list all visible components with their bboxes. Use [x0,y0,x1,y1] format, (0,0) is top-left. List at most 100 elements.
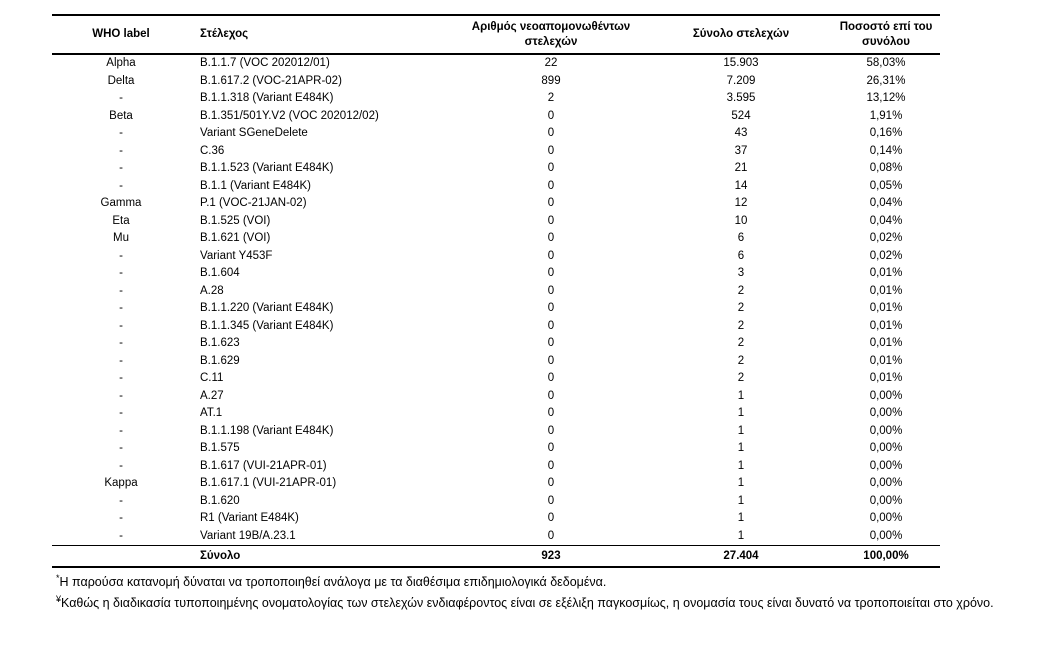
cell-total_strains: 1 [737,424,745,437]
cell-strain: B.1.620 [200,494,240,507]
cell-strain: A.27 [200,389,224,402]
cell-total_strains: 6 [737,232,745,244]
cell-who_label: - [119,494,123,507]
cell-strain: B.1.621 (VOI) [200,232,271,244]
cell-total_strains: 2 [737,372,745,384]
cell-new_isolates: 0 [547,424,555,437]
cell-who_label: - [119,302,123,314]
cell-percent_of_total: 13,12% [866,92,906,104]
cell-total_strains: 12 [734,197,748,209]
table-row: - B.1.1.198 (Variant E484K) 0 1 0,00% [52,423,940,441]
cell-total_strains: 1 [737,459,745,472]
cell-new_isolates: 899 [541,74,561,87]
cell-total_strains: 524 [731,109,751,122]
table-header: WHO label Στέλεχος Αριθμός νεοαπομονωθέντω… [52,15,940,55]
cell-total_strains: 3.595 [726,92,756,104]
cell-percent_of_total: 0,08% [869,162,903,174]
cell-percent_of_total: 0,01% [869,302,903,314]
cell-strain: B.1.629 [200,354,240,367]
cell-percent_of_total: 0,00% [869,529,903,542]
cell-strain: B.1.525 (VOI) [200,214,271,227]
table-row: Beta B.1.351/501Y.V2 (VOC 202012/02) 0 524 1… [52,108,940,126]
table-row: - B.1.620 0 1 0,00% [52,493,940,511]
cell-who_label: - [119,162,123,174]
cell-new_isolates: 0 [547,127,555,139]
cell-who_label: Beta [109,109,133,122]
total-new-isolates: 923 [452,545,650,568]
cell-percent_of_total: 0,14% [869,144,903,157]
cell-strain: B.1.617 (VUI-21APR-01) [200,459,327,472]
cell-who_label: - [119,389,123,402]
table-row: - B.1.1 (Variant E484K) 0 14 0,05% [52,178,940,196]
cell-strain: A.28 [200,284,224,297]
total-strains: 27.404 [650,545,832,568]
table-row: - R1 (Variant E484K) 0 1 0,00% [52,510,940,528]
footnotes: *Η παρούσα κατανομή δύναται να τροποποιη… [56,572,996,613]
cell-strain: B.1.617.1 (VUI-21APR-01) [200,477,337,489]
cell-percent_of_total: 0,00% [869,477,903,489]
cell-total_strains: 14 [734,179,748,192]
cell-percent_of_total: 0,04% [869,214,903,227]
table-row: Eta B.1.525 (VOI) 0 10 0,04% [52,213,940,231]
cell-new_isolates: 0 [547,197,555,209]
column-header-total_strains: Σύνολο στελεχών [650,15,832,55]
cell-who_label: - [119,337,123,349]
cell-strain: P.1 (VOC-21JAN-02) [200,197,307,209]
cell-total_strains: 2 [737,284,745,297]
cell-who_label: Mu [113,232,129,244]
cell-percent_of_total: 0,02% [869,249,903,262]
table-row: - B.1.1.220 (Variant E484K) 0 2 0,01% [52,300,940,318]
cell-strain: C.11 [200,372,224,384]
cell-who_label: - [119,267,123,279]
cell-who_label: - [119,529,123,542]
table-row: - A.28 0 2 0,01% [52,283,940,301]
total-label: Σύνολο [190,545,452,568]
cell-strain: B.1.1.220 (Variant E484K) [200,302,334,314]
cell-who_label: - [119,424,123,437]
cell-new_isolates: 0 [547,284,555,297]
cell-new_isolates: 0 [547,267,555,279]
cell-percent_of_total: 0,01% [869,372,903,384]
cell-strain: AT.1 [200,407,223,419]
cell-who_label: - [119,92,123,104]
cell-who_label: - [119,319,123,332]
cell-percent_of_total: 0,00% [869,494,903,507]
cell-total_strains: 1 [737,494,745,507]
cell-total_strains: 21 [734,162,748,174]
column-header-new_isolates: Αριθμός νεοαπομονωθέντων στελεχών [452,15,650,55]
table-row: - B.1.629 0 2 0,01% [52,353,940,371]
cell-strain: B.1.1.345 (Variant E484K) [200,319,334,332]
cell-who_label: - [119,284,123,297]
cell-total_strains: 1 [737,529,745,542]
footnote-text: Καθώς η διαδικασία τυποποιημένης ονοματο… [61,595,994,610]
column-header-who_label: WHO label [52,15,190,55]
cell-new_isolates: 0 [547,179,555,192]
cell-total_strains: 1 [737,389,745,402]
cell-who_label: - [119,407,123,419]
cell-percent_of_total: 0,00% [869,424,903,437]
cell-strain: R1 (Variant E484K) [200,512,299,524]
footnote-text: Η παρούσα κατανομή δύναται να τροποποιηθ… [59,575,607,589]
table-footer: Σύνολο 923 27.404 100,00% [52,545,940,568]
cell-who_label: - [119,459,123,472]
total-percent: 100,00% [832,545,940,568]
cell-who_label: - [119,354,123,367]
cell-percent_of_total: 1,91% [869,109,903,122]
cell-percent_of_total: 0,00% [869,459,903,472]
cell-who_label: - [119,249,123,262]
cell-new_isolates: 0 [547,512,555,524]
cell-new_isolates: 0 [547,494,555,507]
cell-strain: B.1.1.318 (Variant E484K) [200,92,334,104]
table-row: Gamma P.1 (VOC-21JAN-02) 0 12 0,04% [52,195,940,213]
cell-who_label: Alpha [106,57,136,69]
cell-new_isolates: 0 [547,442,555,454]
cell-total_strains: 2 [737,354,745,367]
table-row: - Variant 19B/A.23.1 0 1 0,00% [52,528,940,546]
cell-total_strains: 15.903 [723,57,759,69]
cell-percent_of_total: 0,05% [869,179,903,192]
table-row: Delta B.1.617.2 (VOC-21APR-02) 899 7.209 26,… [52,73,940,91]
footnote-marker-asterisk: * [56,572,60,583]
cell-percent_of_total: 58,03% [866,57,906,69]
cell-total_strains: 37 [734,144,748,157]
table-row: - B.1.1.523 (Variant E484K) 0 21 0,08% [52,160,940,178]
